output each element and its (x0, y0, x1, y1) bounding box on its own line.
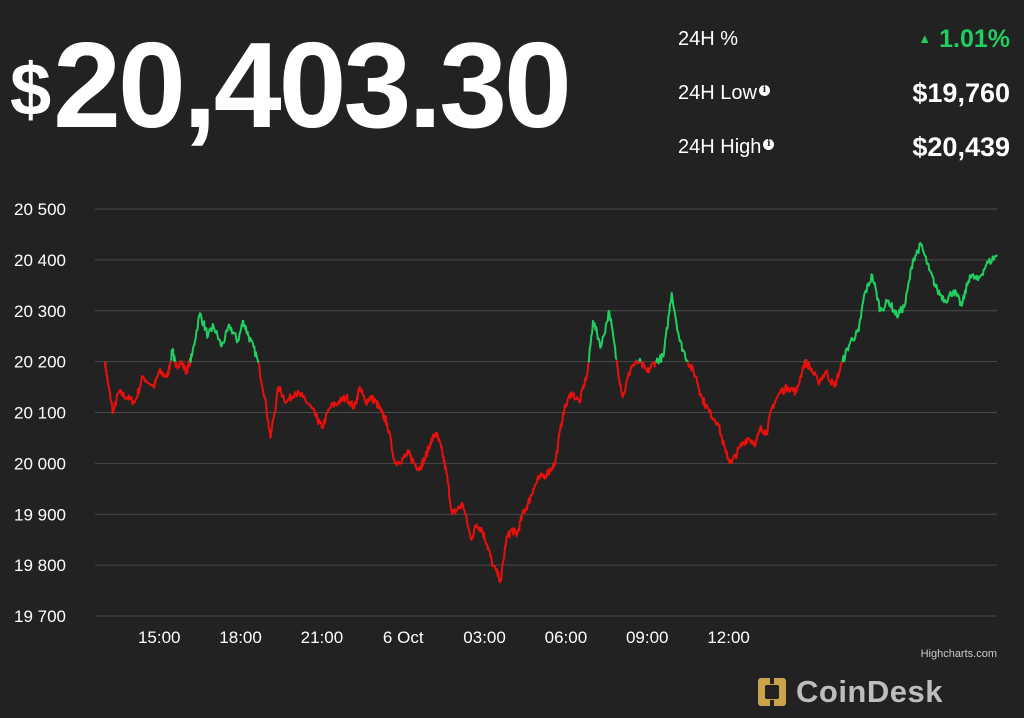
x-tick-label: 18:00 (219, 628, 262, 647)
stat-24h-change: 24H % ▲ 1.01% (678, 12, 1010, 66)
price-line-segment-down (635, 360, 641, 365)
stat-24h-low: 24H Low i $19,760 (678, 66, 1010, 120)
info-icon[interactable]: i (763, 138, 775, 150)
x-tick-label: 06:00 (545, 628, 588, 647)
brand-name: CoinDesk (796, 674, 943, 709)
y-tick-label: 20 400 (14, 251, 66, 270)
y-tick-label: 20 300 (14, 302, 66, 321)
y-tick-label: 19 900 (14, 505, 66, 524)
price-line-segment-down (257, 362, 590, 584)
y-tick-label: 19 700 (14, 607, 66, 626)
price-line-segment-up (655, 291, 689, 365)
price-line-segment-down (804, 359, 844, 389)
stats-panel: 24H % ▲ 1.01% 24H Low i $19,760 24H High i … (678, 12, 1010, 174)
price-line (104, 241, 998, 584)
x-tick-label: 03:00 (463, 628, 506, 647)
coindesk-brand: CoinDesk (756, 672, 943, 712)
coindesk-logo-icon (758, 676, 786, 708)
y-tick-label: 19 800 (14, 556, 66, 575)
x-tick-label: 15:00 (138, 628, 181, 647)
x-tick-label: 09:00 (626, 628, 669, 647)
stat-24h-change-label: 24H % (678, 27, 739, 50)
stat-24h-high-label: 24H High (678, 135, 762, 158)
price-line-segment-up (841, 241, 998, 363)
x-axis-labels: 15:00 18:00 21:00 6 Oct 03:00 06:00 09:00 12:00 (138, 628, 750, 647)
y-tick-label: 20 100 (14, 404, 66, 423)
price-line-segment-up (170, 347, 177, 362)
x-tick-label: 12:00 (707, 628, 750, 647)
info-icon[interactable]: i (758, 84, 770, 96)
highcharts-credit[interactable]: Highcharts.com (921, 648, 997, 660)
stat-24h-low-value: $19,760 (912, 77, 1010, 108)
change-percent: 1.01% (939, 24, 1010, 53)
stat-24h-low-label: 24H Low (678, 81, 757, 104)
price-line-segment-down (615, 359, 637, 399)
y-tick-label: 20 200 (14, 353, 66, 372)
up-arrow-icon: ▲ (918, 30, 932, 46)
price-line-segment-down (180, 357, 192, 375)
price-line-segment-down (640, 360, 658, 374)
stat-24h-change-value: ▲ 1.01% (918, 25, 1010, 54)
current-price: $20,403.30 (10, 10, 572, 165)
x-tick-label: 21:00 (301, 628, 344, 647)
price-line-segment-down (104, 360, 173, 415)
price-currency-symbol: $ (10, 48, 52, 131)
stat-24h-high: 24H High i $20,439 (678, 120, 1010, 174)
y-axis-labels: 20 500 20 400 20 300 20 200 20 100 20 000 19 9… (14, 200, 66, 626)
x-tick-label: 6 Oct (383, 628, 424, 647)
stat-24h-high-value: $20,439 (912, 131, 1010, 162)
y-tick-label: 20 500 (14, 200, 66, 219)
grid-lines (95, 208, 997, 617)
y-tick-label: 20 000 (14, 454, 66, 473)
price-line-segment-up (587, 309, 618, 363)
price-line-segment-up (189, 312, 260, 364)
price-value: 20,403.30 (53, 17, 572, 153)
price-line-segment-down (174, 360, 182, 370)
price-line-segment-down (686, 361, 806, 465)
